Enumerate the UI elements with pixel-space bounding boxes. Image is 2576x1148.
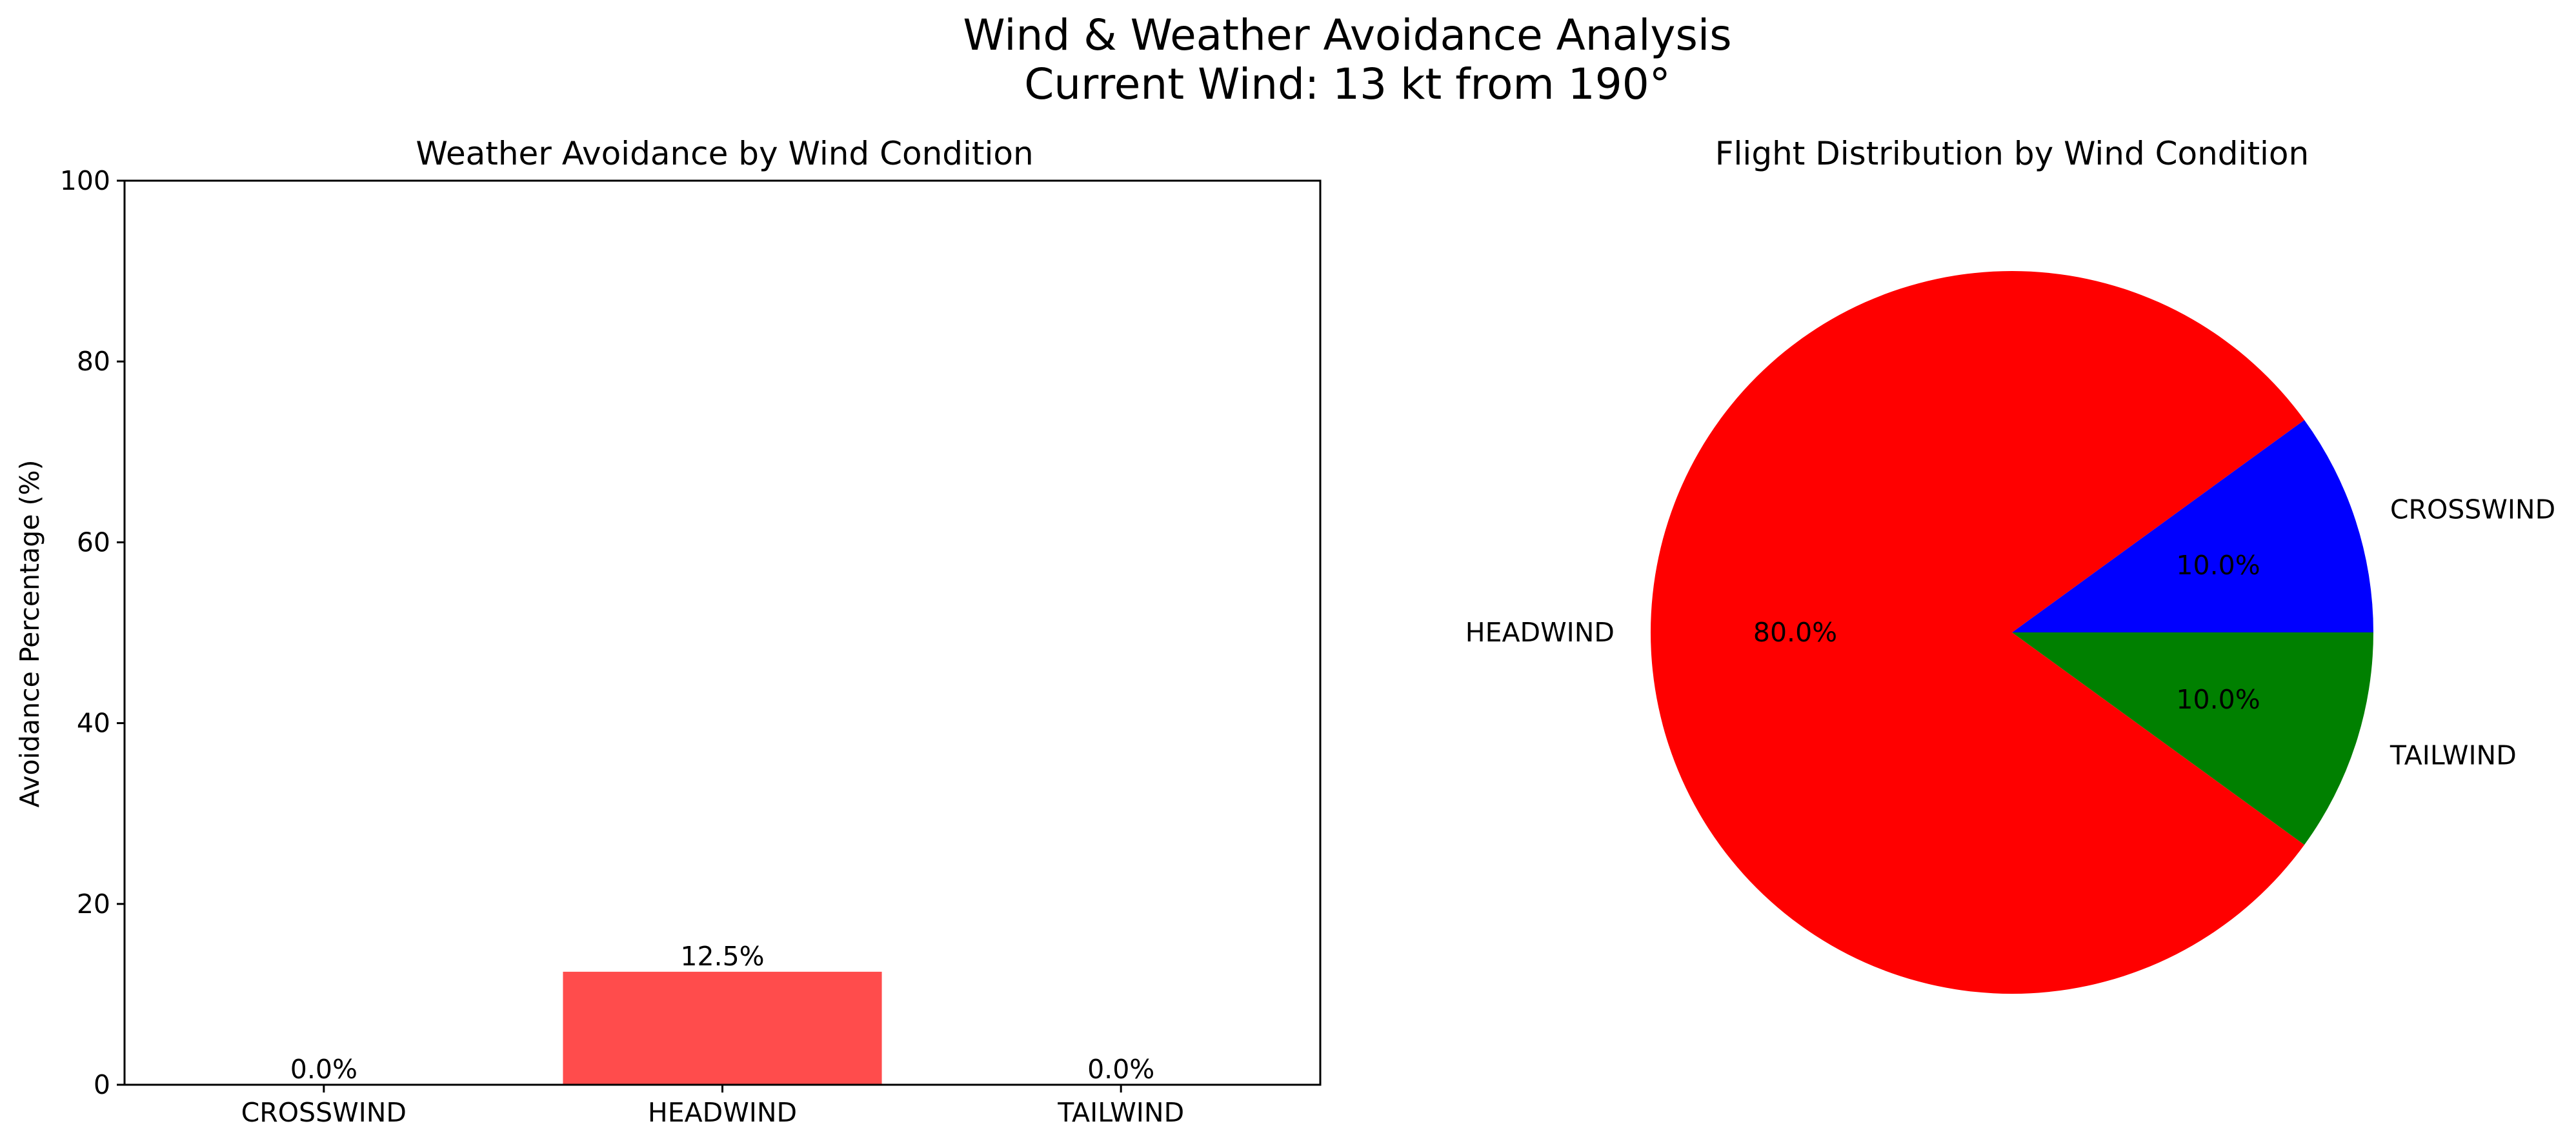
bar-chart-plot-area: 0 20 40 60 80 100 0.0% CROSSWIND 12.5% HEADWIND 0.…: [60, 165, 1184, 1128]
x-tick-label: TAILWIND: [1057, 1097, 1184, 1128]
pie-category-label: TAILWIND: [2390, 740, 2517, 770]
figure-title-line1: Wind & Weather Avoidance Analysis: [963, 10, 1731, 60]
pie-category-label: CROSSWIND: [2390, 494, 2555, 525]
pie-chart-plot-area: 10.0% CROSSWIND 80.0% HEADWIND 10.0% TAILWIND: [1465, 270, 2555, 994]
bar-chart: Weather Avoidance by Wind Condition Avoi…: [14, 135, 1322, 1128]
y-tick-label: 60: [77, 527, 110, 558]
x-tick-label: HEADWIND: [648, 1097, 797, 1128]
bar-chart-y-axis-label: Avoidance Percentage (%): [14, 460, 45, 808]
pie-slice-tailwind: [2012, 632, 2373, 845]
x-tick-label: CROSSWIND: [241, 1097, 407, 1128]
bar-value-label: 12.5%: [680, 941, 764, 972]
y-tick-label: 80: [77, 346, 110, 377]
bar-headwind: [563, 971, 882, 1085]
y-tick-label: 100: [60, 165, 110, 196]
bar-chart-frame: [123, 179, 1322, 1086]
pie-category-label: HEADWIND: [1465, 617, 1615, 648]
figure-title-line2: Current Wind: 13 kt from 190°: [1024, 59, 1671, 109]
pie-slice-crosswind: [2012, 419, 2373, 632]
pie-percent-label: 10.0%: [2176, 550, 2260, 581]
pie-chart: Flight Distribution by Wind Condition 10…: [1465, 135, 2555, 994]
pie-percent-label: 80.0%: [1753, 617, 1837, 648]
pie-chart-title: Flight Distribution by Wind Condition: [1715, 135, 2309, 172]
y-tick-label: 20: [77, 889, 110, 920]
y-tick-label: 40: [77, 708, 110, 739]
bar-value-label: 0.0%: [290, 1054, 357, 1085]
y-tick-label: 0: [94, 1069, 110, 1100]
bar-chart-title: Weather Avoidance by Wind Condition: [416, 135, 1033, 172]
bar-value-label: 0.0%: [1087, 1054, 1154, 1085]
pie-percent-label: 10.0%: [2176, 684, 2260, 715]
pie-slice-headwind: [1651, 270, 2305, 994]
